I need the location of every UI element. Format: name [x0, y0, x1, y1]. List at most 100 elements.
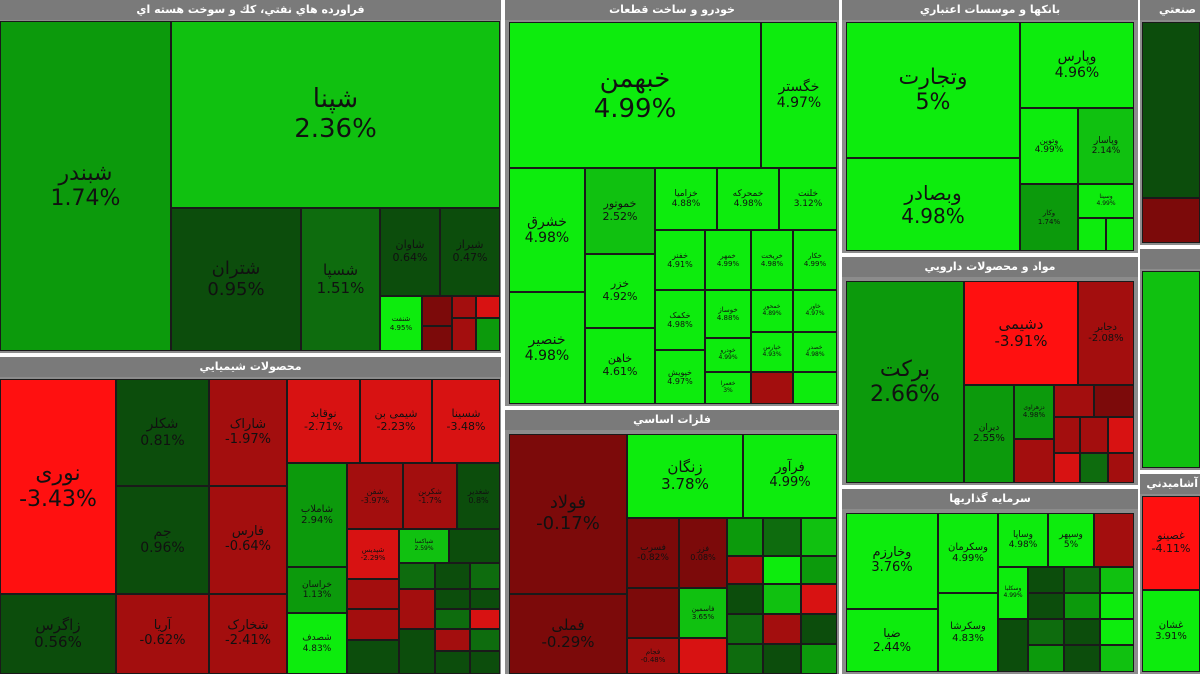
stock-tile[interactable] [1094, 513, 1134, 567]
stock-tile[interactable] [1108, 417, 1134, 453]
stock-tile[interactable]: خاور 4.97% [793, 290, 837, 332]
stock-tile[interactable]: وکار 1.74% [1020, 184, 1078, 251]
stock-tile[interactable]: جم 0.96% [116, 486, 209, 594]
stock-tile[interactable] [470, 589, 500, 609]
stock-tile[interactable] [399, 563, 435, 589]
stock-tile[interactable] [1054, 385, 1094, 417]
stock-tile[interactable]: خکمک 4.98% [655, 290, 705, 350]
stock-tile[interactable]: دزهراوی 4.98% [1014, 385, 1054, 439]
stock-tile[interactable] [435, 563, 470, 589]
stock-tile[interactable]: شغدیر 0.8% [457, 463, 500, 529]
stock-tile[interactable]: شکلر 0.81% [116, 379, 209, 486]
stock-tile[interactable] [422, 296, 452, 326]
stock-tile[interactable]: خمهر 4.99% [705, 230, 751, 290]
stock-tile[interactable] [1028, 619, 1064, 645]
stock-tile[interactable] [1054, 453, 1080, 483]
stock-tile[interactable] [1100, 619, 1134, 645]
stock-tile[interactable]: وپاسار 2.14% [1078, 108, 1134, 184]
stock-tile[interactable]: شپنا 2.36% [171, 21, 500, 208]
stock-tile[interactable]: وسکرمان 4.99% [938, 513, 998, 593]
stock-tile[interactable]: خریخت 4.98% [751, 230, 793, 290]
stock-tile[interactable] [1142, 271, 1200, 468]
stock-tile[interactable]: خفنر 4.91% [655, 230, 705, 290]
stock-tile[interactable] [998, 619, 1028, 672]
stock-tile[interactable] [476, 296, 500, 318]
stock-tile[interactable] [1064, 619, 1100, 645]
stock-tile[interactable] [679, 638, 727, 674]
stock-tile[interactable]: دیران 2.55% [964, 385, 1014, 483]
stock-tile[interactable] [452, 296, 476, 318]
stock-tile[interactable]: خمحور 4.89% [751, 290, 793, 332]
stock-tile[interactable]: خبهمن 4.99% [509, 22, 761, 168]
stock-tile[interactable] [1028, 567, 1064, 593]
stock-tile[interactable]: فاسمین 3.65% [679, 588, 727, 638]
stock-tile[interactable]: فملی -0.29% [509, 594, 627, 674]
stock-tile[interactable] [1142, 198, 1200, 243]
stock-tile[interactable]: خوساز 4.88% [705, 290, 751, 338]
stock-tile[interactable]: فزر 0.08% [679, 518, 727, 588]
stock-tile[interactable] [727, 518, 763, 556]
stock-tile[interactable]: وتوین 4.99% [1020, 108, 1078, 184]
stock-tile[interactable]: خکار 4.99% [793, 230, 837, 290]
stock-tile[interactable]: زاگرس 0.56% [0, 594, 116, 674]
stock-tile[interactable]: خزر 4.92% [585, 254, 655, 328]
stock-tile[interactable]: نوری -3.43% [0, 379, 116, 594]
stock-tile[interactable] [435, 651, 470, 674]
stock-tile[interactable]: وتجارت 5% [846, 22, 1020, 158]
stock-tile[interactable]: ضیا 2.44% [846, 609, 938, 672]
stock-tile[interactable]: خنصیر 4.98% [509, 292, 585, 404]
stock-tile[interactable]: خلنت 3.12% [779, 168, 837, 230]
stock-tile[interactable]: وسکرشا 4.83% [938, 593, 998, 672]
stock-tile[interactable] [1100, 567, 1134, 593]
stock-tile[interactable]: غشان 3.91% [1142, 590, 1200, 672]
stock-tile[interactable]: خپویش 4.97% [655, 350, 705, 404]
stock-tile[interactable]: خشرق 4.98% [509, 168, 585, 292]
stock-tile[interactable]: دجابر -2.08% [1078, 281, 1134, 385]
stock-tile[interactable]: فسرب -0.82% [627, 518, 679, 588]
stock-tile[interactable] [793, 372, 837, 404]
stock-tile[interactable] [727, 644, 763, 674]
stock-tile[interactable] [1106, 218, 1134, 251]
stock-tile[interactable]: نوقابد -2.71% [287, 379, 360, 463]
stock-tile[interactable] [727, 584, 763, 614]
stock-tile[interactable] [1078, 218, 1106, 251]
stock-tile[interactable]: شاملاب 2.94% [287, 463, 347, 567]
stock-tile[interactable]: شبندر 1.74% [0, 21, 171, 351]
stock-tile[interactable] [399, 629, 435, 674]
stock-tile[interactable] [1080, 453, 1108, 483]
stock-tile[interactable] [470, 563, 500, 589]
stock-tile[interactable] [1094, 385, 1134, 417]
stock-tile[interactable]: خگستر 4.97% [761, 22, 837, 168]
stock-tile[interactable]: خراسان 1.13% [287, 567, 347, 613]
stock-tile[interactable]: وساپا 4.98% [998, 513, 1048, 567]
stock-tile[interactable]: خاهن 4.61% [585, 328, 655, 404]
stock-tile[interactable] [763, 584, 801, 614]
stock-tile[interactable]: شکربن -1.7% [403, 463, 457, 529]
stock-tile[interactable] [1100, 593, 1134, 619]
stock-tile[interactable] [763, 614, 801, 644]
stock-tile[interactable]: خموتور 2.52% [585, 168, 655, 254]
stock-tile[interactable] [801, 518, 837, 556]
stock-tile[interactable] [1064, 567, 1100, 593]
stock-tile[interactable]: شپاکسا 2.59% [399, 529, 449, 563]
stock-tile[interactable]: فجام -0.48% [627, 638, 679, 674]
stock-tile[interactable] [1054, 417, 1080, 453]
stock-tile[interactable] [435, 629, 470, 651]
stock-tile[interactable]: برکت 2.66% [846, 281, 964, 483]
stock-tile[interactable] [1014, 439, 1054, 483]
stock-tile[interactable]: شتران 0.95% [171, 208, 301, 351]
stock-tile[interactable]: وبصادر 4.98% [846, 158, 1020, 251]
stock-tile[interactable]: خعمرا 3% [705, 372, 751, 404]
stock-tile[interactable] [801, 584, 837, 614]
stock-tile[interactable]: خودرو 4.99% [705, 338, 751, 372]
stock-tile[interactable] [727, 614, 763, 644]
stock-tile[interactable]: شاوان 0.64% [380, 208, 440, 296]
stock-tile[interactable] [1028, 593, 1064, 619]
stock-tile[interactable] [763, 644, 801, 674]
stock-tile[interactable]: وسینا 4.99% [1078, 184, 1134, 218]
stock-tile[interactable] [347, 579, 399, 609]
stock-tile[interactable] [763, 518, 801, 556]
stock-tile[interactable]: شپدیس -2.29% [347, 529, 399, 579]
stock-tile[interactable]: وسکلبا 4.99% [998, 567, 1028, 619]
stock-tile[interactable]: فولاد -0.17% [509, 434, 627, 594]
